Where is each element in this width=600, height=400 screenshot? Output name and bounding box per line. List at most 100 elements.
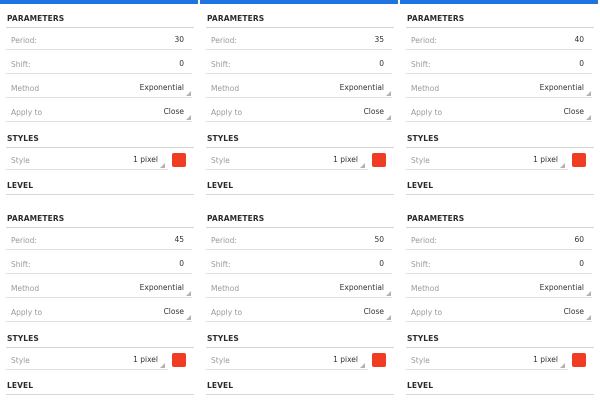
field-underline — [406, 121, 592, 122]
field-underline — [206, 297, 392, 298]
style-select[interactable]: Style 1 pixel — [406, 152, 592, 170]
shift-label: Shift: — [211, 260, 231, 269]
section-parameters-heading: PARAMETERS — [207, 14, 265, 23]
field-underline — [406, 97, 592, 98]
method-value: Exponential — [139, 83, 184, 92]
style-label: Style — [11, 356, 30, 365]
period-value: 45 — [174, 235, 184, 244]
style-select[interactable]: Style 1 pixel — [406, 352, 592, 370]
color-swatch-button[interactable] — [172, 353, 186, 367]
indicator-settings-panel: PARAMETERS Period: 35 Shift: 0 Method Ex… — [200, 0, 398, 198]
field-underline — [6, 73, 192, 74]
period-field[interactable]: Period: 35 — [206, 32, 392, 50]
period-label: Period: — [411, 236, 437, 245]
style-label: Style — [211, 356, 230, 365]
apply-to-select[interactable]: Apply to Close — [206, 304, 392, 322]
period-label: Period: — [11, 236, 37, 245]
period-field[interactable]: Period: 30 — [6, 32, 192, 50]
shift-field[interactable]: Shift: 0 — [6, 56, 192, 74]
apply-to-select[interactable]: Apply to Close — [206, 104, 392, 122]
section-level-heading: LEVEL — [207, 381, 234, 390]
section-styles-heading: STYLES — [7, 134, 39, 143]
method-label: Method — [211, 284, 240, 293]
method-label: Method — [11, 284, 40, 293]
section-divider — [206, 394, 394, 395]
method-value: Exponential — [139, 283, 184, 292]
dropdown-corner-icon — [186, 291, 191, 296]
method-select[interactable]: Method Exponential — [6, 80, 192, 98]
apply-to-select[interactable]: Apply to Close — [6, 304, 192, 322]
field-underline — [6, 49, 192, 50]
field-underline — [206, 273, 392, 274]
section-divider — [6, 147, 194, 148]
section-parameters-heading: PARAMETERS — [407, 214, 465, 223]
section-divider — [406, 347, 594, 348]
field-underline — [6, 297, 192, 298]
style-select[interactable]: Style 1 pixel — [206, 352, 392, 370]
period-field[interactable]: Period: 40 — [406, 32, 592, 50]
style-select[interactable]: Style 1 pixel — [6, 352, 192, 370]
period-field[interactable]: Period: 60 — [406, 232, 592, 250]
dropdown-corner-icon — [386, 291, 391, 296]
color-swatch-button[interactable] — [572, 353, 586, 367]
color-swatch-button[interactable] — [372, 353, 386, 367]
period-value: 40 — [574, 35, 584, 44]
method-select[interactable]: Method Exponential — [6, 280, 192, 298]
dropdown-corner-icon — [560, 163, 565, 168]
color-swatch-button[interactable] — [372, 153, 386, 167]
shift-field[interactable]: Shift: 0 — [406, 256, 592, 274]
shift-field[interactable]: Shift: 0 — [206, 256, 392, 274]
field-underline — [206, 321, 392, 322]
shift-value: 0 — [379, 259, 384, 268]
apply-to-label: Apply to — [211, 108, 243, 117]
period-label: Period: — [11, 36, 37, 45]
period-value: 60 — [574, 235, 584, 244]
style-label: Style — [11, 156, 30, 165]
section-styles-heading: STYLES — [7, 334, 39, 343]
indicator-settings-panel: PARAMETERS Period: 40 Shift: 0 Method Ex… — [400, 0, 598, 198]
section-parameters-heading: PARAMETERS — [7, 214, 65, 223]
section-level-heading: LEVEL — [7, 381, 34, 390]
apply-to-select[interactable]: Apply to Close — [406, 104, 592, 122]
style-select[interactable]: Style 1 pixel — [6, 152, 192, 170]
field-underline — [206, 97, 392, 98]
dropdown-corner-icon — [386, 115, 391, 120]
section-parameters-heading: PARAMETERS — [7, 14, 65, 23]
field-underline — [6, 121, 192, 122]
dropdown-corner-icon — [186, 315, 191, 320]
method-select[interactable]: Method Exponential — [406, 280, 592, 298]
field-underline — [406, 169, 568, 170]
period-field[interactable]: Period: 45 — [6, 232, 192, 250]
style-label: Style — [211, 156, 230, 165]
color-swatch-button[interactable] — [172, 153, 186, 167]
field-underline — [6, 369, 168, 370]
method-select[interactable]: Method Exponential — [206, 80, 392, 98]
method-label: Method — [411, 284, 440, 293]
shift-field[interactable]: Shift: 0 — [406, 56, 592, 74]
section-styles-heading: STYLES — [407, 134, 439, 143]
shift-value: 0 — [579, 259, 584, 268]
shift-field[interactable]: Shift: 0 — [6, 256, 192, 274]
shift-field[interactable]: Shift: 0 — [206, 56, 392, 74]
section-divider — [406, 194, 594, 195]
apply-to-select[interactable]: Apply to Close — [406, 304, 592, 322]
shift-label: Shift: — [411, 260, 431, 269]
shift-label: Shift: — [411, 60, 431, 69]
apply-to-label: Apply to — [411, 308, 443, 317]
field-underline — [6, 321, 192, 322]
period-field[interactable]: Period: 50 — [206, 232, 392, 250]
apply-to-label: Apply to — [11, 108, 43, 117]
indicator-settings-panel: PARAMETERS Period: 50 Shift: 0 Method Ex… — [200, 200, 398, 398]
method-select[interactable]: Method Exponential — [406, 80, 592, 98]
style-value: 1 pixel — [533, 355, 558, 364]
apply-to-select[interactable]: Apply to Close — [6, 104, 192, 122]
dropdown-corner-icon — [360, 163, 365, 168]
color-swatch-button[interactable] — [572, 153, 586, 167]
method-select[interactable]: Method Exponential — [206, 280, 392, 298]
method-value: Exponential — [539, 83, 584, 92]
apply-to-label: Apply to — [211, 308, 243, 317]
section-divider — [6, 227, 194, 228]
style-select[interactable]: Style 1 pixel — [206, 152, 392, 170]
style-value: 1 pixel — [133, 355, 158, 364]
dropdown-corner-icon — [160, 363, 165, 368]
